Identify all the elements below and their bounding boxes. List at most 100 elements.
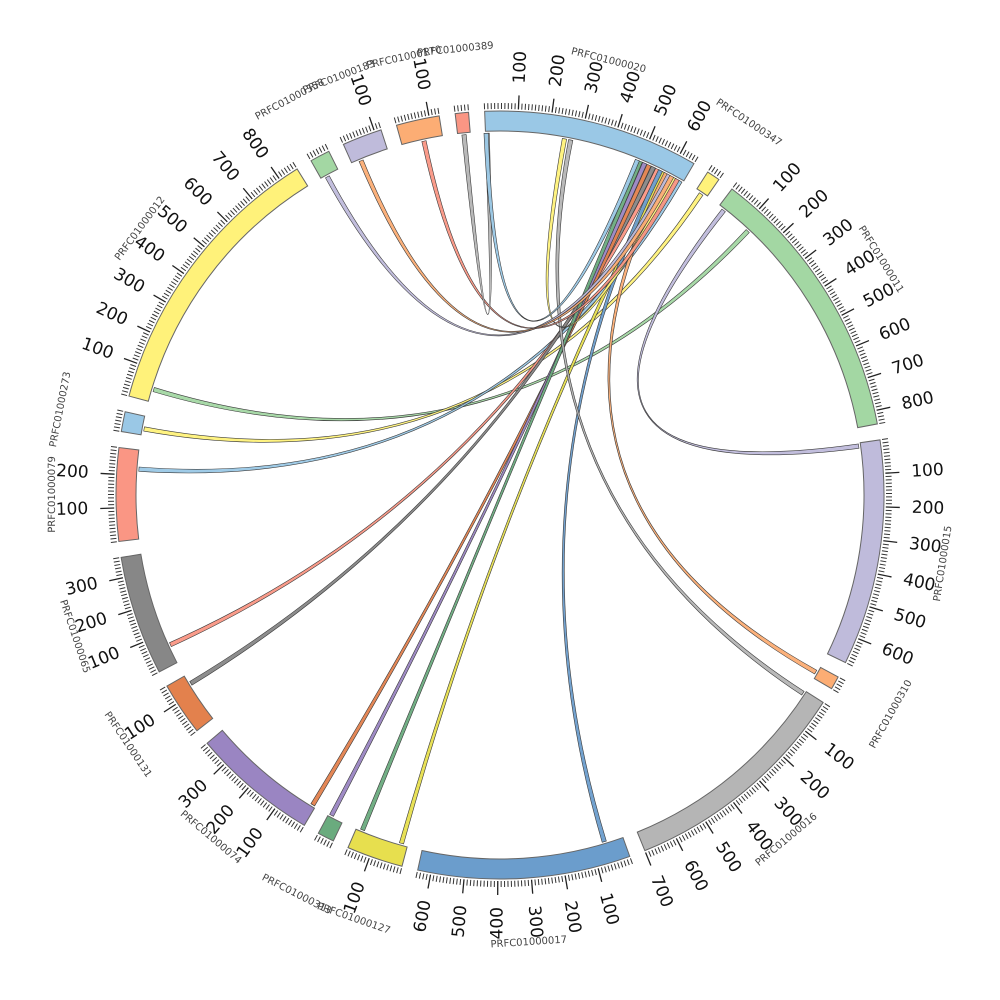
tick-mark bbox=[756, 201, 762, 208]
tick-mark bbox=[842, 315, 849, 319]
tick-mark bbox=[688, 153, 693, 159]
tick-mark bbox=[551, 98, 555, 113]
tick-mark bbox=[361, 127, 365, 134]
tick-mark bbox=[783, 756, 795, 767]
tick-mark bbox=[261, 183, 266, 189]
tick-mark bbox=[463, 104, 466, 111]
tick-mark bbox=[627, 124, 631, 131]
tick-mark bbox=[864, 622, 871, 626]
tick-mark bbox=[134, 351, 141, 355]
tick-mark bbox=[174, 275, 181, 280]
tick-mark bbox=[216, 761, 222, 767]
tick-mark bbox=[163, 292, 170, 297]
tick-mark bbox=[883, 540, 898, 544]
tick-mark bbox=[568, 109, 571, 116]
tick-mark bbox=[642, 130, 647, 137]
tick-mark bbox=[517, 95, 520, 110]
tick-mark bbox=[649, 126, 656, 140]
tick-label: 200 bbox=[796, 767, 833, 804]
tick-mark bbox=[798, 246, 804, 251]
segment-prfc01000074 bbox=[206, 729, 316, 827]
tick-mark bbox=[240, 200, 245, 206]
tick-label: 100 bbox=[911, 460, 945, 482]
tick-mark bbox=[425, 873, 428, 881]
tick-label: 100 bbox=[595, 891, 623, 927]
tick-mark bbox=[884, 526, 891, 529]
tick-mark bbox=[878, 570, 885, 573]
tick-mark bbox=[449, 877, 452, 884]
tick-mark bbox=[866, 616, 873, 619]
tick-mark bbox=[831, 294, 838, 299]
tick-mark bbox=[679, 140, 688, 154]
tick-mark bbox=[800, 249, 806, 254]
tick-mark bbox=[771, 768, 777, 774]
tick-mark bbox=[591, 114, 594, 121]
segment-prfc01000016 bbox=[636, 690, 824, 852]
tick-mark bbox=[714, 168, 719, 175]
tick-mark bbox=[116, 412, 123, 416]
tick-mark bbox=[140, 647, 146, 652]
tick-label: 200 bbox=[546, 53, 570, 88]
tick-mark bbox=[682, 149, 687, 156]
tick-label: 700 bbox=[646, 873, 677, 911]
tick-mark bbox=[130, 364, 137, 367]
tick-mark bbox=[137, 344, 144, 349]
tick-mark bbox=[869, 606, 884, 612]
tick-label: 300 bbox=[820, 215, 858, 251]
tick-mark bbox=[116, 573, 123, 577]
tick-mark bbox=[691, 154, 696, 161]
segment-label: PRFC01000273 bbox=[48, 371, 73, 448]
tick-mark bbox=[610, 864, 614, 871]
tick-mark bbox=[165, 289, 172, 294]
tick-mark bbox=[588, 113, 591, 120]
tick-mark bbox=[530, 879, 534, 894]
tick-mark bbox=[145, 660, 152, 664]
tick-mark bbox=[544, 878, 547, 885]
tick-mark bbox=[865, 368, 872, 372]
tick-mark bbox=[129, 641, 144, 649]
tick-mark bbox=[607, 865, 611, 872]
tick-mark bbox=[732, 182, 738, 188]
tick-mark bbox=[188, 255, 195, 261]
tick-mark bbox=[352, 131, 356, 138]
tick-mark bbox=[250, 191, 256, 198]
tick-mark bbox=[794, 743, 800, 749]
tick-mark bbox=[836, 683, 843, 688]
tick-mark bbox=[581, 872, 584, 879]
tick-mark bbox=[617, 862, 620, 869]
tick-label: 500 bbox=[449, 904, 472, 938]
tick-label: 200 bbox=[911, 498, 944, 519]
tick-mark bbox=[826, 285, 832, 290]
tick-mark bbox=[122, 600, 129, 603]
tick-mark bbox=[766, 773, 772, 779]
tick-mark bbox=[859, 352, 866, 356]
tick-mark bbox=[136, 638, 143, 642]
tick-mark bbox=[594, 114, 598, 122]
tick-mark bbox=[711, 166, 716, 173]
ticks-layer bbox=[100, 95, 900, 895]
tick-mark bbox=[541, 878, 543, 885]
tick-mark bbox=[231, 776, 237, 782]
segment-prfc01000127 bbox=[347, 828, 408, 867]
tick-mark bbox=[113, 426, 120, 429]
tick-mark bbox=[349, 132, 353, 139]
tick-mark bbox=[813, 719, 819, 725]
tick-mark bbox=[133, 632, 140, 636]
tick-mark bbox=[227, 212, 233, 218]
tick-mark bbox=[264, 181, 269, 187]
tick-mark bbox=[754, 784, 759, 791]
tick-mark bbox=[138, 644, 145, 649]
tick-mark bbox=[751, 787, 757, 793]
tick-mark bbox=[839, 309, 846, 313]
tick-mark bbox=[658, 137, 662, 144]
tick-mark bbox=[773, 218, 779, 224]
tick-mark bbox=[141, 335, 148, 339]
tick-mark bbox=[167, 286, 173, 291]
tick-mark bbox=[453, 105, 456, 112]
tick-mark bbox=[655, 136, 659, 143]
tick-mark bbox=[257, 798, 262, 804]
tick-mark bbox=[833, 689, 839, 694]
tick-mark bbox=[554, 106, 557, 114]
tick-mark bbox=[220, 219, 226, 225]
